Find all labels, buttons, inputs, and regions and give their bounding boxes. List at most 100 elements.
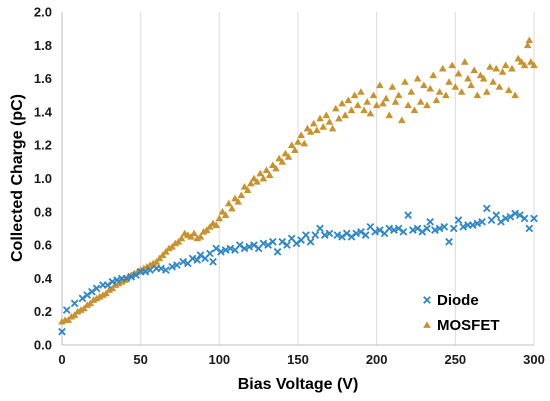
data-point-diode <box>196 251 205 259</box>
data-point-mosfet <box>240 183 249 190</box>
data-point-diode <box>302 231 310 239</box>
data-point-mosfet <box>413 74 422 82</box>
axes <box>61 12 534 346</box>
y-tick-label: 2.0 <box>34 5 52 20</box>
data-point-mosfet <box>224 199 233 207</box>
data-point-diode <box>235 241 244 249</box>
data-point-mosfet <box>309 119 318 127</box>
data-point-mosfet <box>470 66 479 74</box>
data-point-mosfet <box>83 301 91 308</box>
legend-mosfet-marker <box>423 321 431 328</box>
data-point-mosfet <box>265 171 274 179</box>
data-point-mosfet <box>152 257 161 265</box>
data-point-diode <box>146 266 154 274</box>
data-point-mosfet <box>73 307 82 315</box>
data-point-mosfet <box>306 128 315 135</box>
data-point-mosfet <box>341 111 349 119</box>
data-point-mosfet <box>237 191 246 198</box>
data-point-mosfet <box>530 61 538 69</box>
data-point-diode <box>311 231 320 239</box>
data-point-mosfet <box>495 83 504 90</box>
data-point-diode <box>445 237 453 246</box>
data-point-diode <box>516 211 524 219</box>
data-point-mosfet <box>284 153 293 160</box>
data-point-diode <box>193 256 202 264</box>
data-point-mosfet <box>376 81 384 89</box>
data-point-diode <box>132 271 140 279</box>
data-point-mosfet <box>432 96 441 104</box>
data-point-mosfet <box>316 114 324 122</box>
y-tick-label: 1.2 <box>34 138 52 153</box>
legend-item-diode: Diode <box>423 292 479 309</box>
data-point-mosfet <box>457 88 466 95</box>
data-point-mosfet <box>146 261 154 268</box>
data-point-mosfet <box>505 86 513 94</box>
data-point-diode <box>347 232 356 241</box>
data-point-mosfet <box>394 91 403 99</box>
data-point-mosfet <box>102 289 110 297</box>
legend-mosfet-triangle-icon <box>423 321 431 328</box>
data-point-diode <box>440 222 449 231</box>
data-point-mosfet <box>328 124 337 132</box>
tick-labels: 0 50 100 150 200 250 300 0.0 0.2 0.4 0.6 0.8 1.0 1.2 1… <box>34 5 545 368</box>
data-point-mosfet <box>234 198 243 205</box>
data-point-diode <box>212 244 221 253</box>
data-point-mosfet <box>388 83 397 90</box>
data-point-diode <box>449 224 458 233</box>
data-point-mosfet <box>498 68 507 75</box>
x-tick-label: 200 <box>366 352 388 367</box>
data-point-mosfet <box>369 91 378 99</box>
data-point-mosfet <box>331 104 340 112</box>
data-point-diode <box>306 237 315 246</box>
data-point-mosfet <box>287 141 296 149</box>
data-point-mosfet <box>353 101 362 109</box>
y-tick-label: 1.8 <box>34 38 52 53</box>
data-point-mosfet <box>297 131 305 139</box>
data-point-mosfet <box>228 204 236 212</box>
data-point-mosfet <box>168 242 176 250</box>
data-point-mosfet <box>291 146 299 154</box>
data-point-mosfet <box>300 139 309 147</box>
data-point-mosfet <box>460 58 469 65</box>
data-point-mosfet <box>525 36 534 44</box>
x-tick-label: 150 <box>287 352 309 367</box>
data-point-mosfet <box>508 64 516 72</box>
data-point-diode <box>399 227 408 236</box>
data-point-mosfet <box>357 88 365 95</box>
y-tick-label: 1.6 <box>34 71 52 86</box>
data-point-mosfet <box>278 158 287 165</box>
data-point-mosfet <box>243 186 252 194</box>
data-point-diode <box>520 214 529 223</box>
data-point-diode <box>88 287 96 296</box>
data-point-mosfet <box>401 78 409 85</box>
data-point-mosfet <box>347 106 356 114</box>
data-point-mosfet <box>360 106 368 114</box>
data-point-mosfet <box>67 312 76 320</box>
legend-label-mosfet: MOSFET <box>437 317 500 334</box>
data-point-mosfet <box>410 106 419 114</box>
data-point-mosfet <box>92 294 101 302</box>
data-point-mosfet <box>404 101 412 109</box>
legend-diode-x-icon <box>423 296 431 304</box>
data-point-mosfet <box>423 101 431 109</box>
data-point-mosfet <box>177 234 186 242</box>
legend-label-diode: Diode <box>437 292 479 309</box>
data-point-mosfet <box>501 61 510 69</box>
data-point-mosfet <box>114 279 123 287</box>
data-point-mosfet <box>527 58 535 65</box>
data-point-diode <box>162 266 170 274</box>
data-point-mosfet <box>171 239 180 247</box>
data-point-diode <box>58 327 66 336</box>
data-point-mosfet <box>464 74 472 82</box>
data-point-mosfet <box>523 41 532 49</box>
data-point-mosfet <box>294 138 302 145</box>
data-point-diode <box>92 284 101 293</box>
data-point-diode <box>83 291 92 299</box>
data-point-mosfet <box>218 208 227 215</box>
data-point-mosfet <box>190 229 198 237</box>
data-point-diode <box>206 249 214 258</box>
data-point-mosfet <box>187 232 195 240</box>
y-tick-label: 1.0 <box>34 171 52 186</box>
data-point-mosfet <box>338 99 346 107</box>
